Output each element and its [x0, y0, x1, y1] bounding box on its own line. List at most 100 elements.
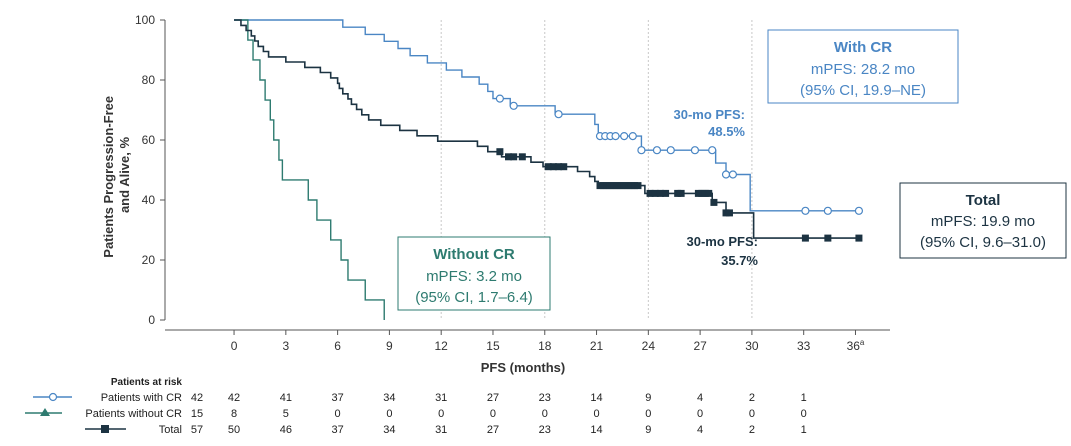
without-cr-annotation: Without CR mPFS: 3.2 mo (95% CI, 1.7–6.4…	[397, 236, 551, 311]
risk-value: 42	[191, 392, 203, 404]
censor-mark-with_cr	[554, 110, 563, 119]
y-axis-title: Patients Progression-Free and Alive, %	[101, 92, 132, 257]
censor-mark-with_cr	[690, 146, 700, 155]
y-tick-label: 20	[142, 253, 156, 267]
risk-value: 9	[645, 424, 651, 436]
x-tick-label: 33	[797, 339, 811, 353]
with-cr-30mo-line-1: 30-mo PFS:	[673, 107, 745, 122]
with-cr-30mo-line-2: 48.5%	[708, 124, 745, 139]
total-30mo-label: 30-mo PFS: 35.7%	[686, 234, 758, 268]
y-tick-label: 60	[142, 133, 156, 147]
x-tick-label: 6	[334, 339, 341, 353]
risk-value: 37	[331, 392, 343, 404]
x-tick-label: 27	[693, 339, 707, 353]
risk-value: 0	[335, 408, 341, 420]
risk-value: 42	[228, 392, 240, 404]
series-line-with_cr	[234, 19, 859, 212]
risk-row-without_cr: Patients without CR 15 8 5 0 0 0 0 0 0 0 0 0 0	[25, 408, 807, 420]
total-box-ci: (95% CI, 9.6–31.0)	[920, 234, 1046, 251]
risk-value: 27	[487, 392, 499, 404]
risk-value: 0	[801, 408, 807, 420]
tick-labels: 0 20 40 60 80 100 0 3 6 9 12 15 18 21 24 27 30 33 36a	[135, 13, 865, 353]
total-box-median: mPFS: 19.9 mo	[931, 213, 1035, 230]
risk-value: 27	[487, 424, 499, 436]
with-cr-30mo-label: 30-mo PFS: 48.5%	[673, 107, 745, 139]
censor-mark-with_cr	[652, 146, 662, 155]
x-tick-label: 30	[745, 339, 759, 353]
y-tick-label: 80	[142, 73, 156, 87]
censor-mark-total	[824, 234, 832, 242]
without-cr-box	[397, 236, 551, 311]
risk-value: 23	[539, 392, 551, 404]
risk-value: 5	[283, 408, 289, 420]
x-tick-label: 21	[590, 339, 604, 353]
y-axis-title-line-2: and Alive, %	[117, 137, 132, 214]
risk-value: 1	[801, 424, 807, 436]
risk-value: 41	[280, 392, 292, 404]
censor-mark-total	[505, 153, 513, 161]
risk-value: 0	[542, 408, 548, 420]
censor-mark-with_cr	[620, 132, 629, 141]
x-tick-label: 12	[435, 339, 449, 353]
censor-mark-total	[651, 189, 659, 197]
series-without_cr	[234, 19, 385, 320]
censor-mark-total	[677, 189, 685, 197]
without-cr-box-ci: (95% CI, 1.7–6.4)	[415, 289, 533, 306]
risk-row-total: Total 57 50 46 37 34 31 27 23 14 9 4 2 1	[85, 424, 807, 436]
risk-value: 9	[645, 392, 651, 404]
risk-legend-square-icon	[101, 425, 109, 433]
risk-legend-circle-icon	[48, 392, 58, 402]
censor-mark-total	[801, 234, 809, 242]
risk-value: 57	[191, 424, 203, 436]
risk-value: 31	[435, 424, 447, 436]
censor-mark-with_cr	[801, 206, 810, 215]
censor-mark-total	[560, 163, 568, 171]
risk-value: 0	[749, 408, 755, 420]
x-tick-label: 3	[282, 339, 289, 353]
risk-value: 0	[593, 408, 599, 420]
censor-mark-total	[544, 163, 552, 171]
censor-mark-with_cr	[721, 170, 731, 179]
risk-value: 4	[697, 424, 703, 436]
censor-mark-total	[555, 163, 563, 171]
risk-value: 0	[645, 408, 651, 420]
with-cr-annotation: With CR mPFS: 28.2 mo (95% CI, 19.9–NE)	[767, 29, 959, 104]
risk-value: 0	[386, 408, 392, 420]
with-cr-box-median: mPFS: 28.2 mo	[811, 61, 915, 78]
censor-mark-with_cr	[611, 132, 620, 141]
risk-value: 37	[331, 424, 343, 436]
x-tick-label: 36a	[847, 338, 865, 353]
censor-mark-total	[549, 163, 557, 171]
risk-value: 2	[749, 424, 755, 436]
y-tick-label: 40	[142, 193, 156, 207]
y-tick-label: 100	[135, 13, 155, 27]
censor-mark-total	[510, 153, 518, 161]
risk-legend-triangle-icon	[40, 408, 50, 416]
x-tick-label: 24	[642, 339, 656, 353]
without-cr-box-title: Without CR	[433, 246, 515, 263]
risk-value: 14	[590, 392, 602, 404]
censor-mark-with_cr	[666, 146, 675, 155]
series	[234, 19, 864, 320]
risk-value: 2	[749, 392, 755, 404]
censor-mark-total	[662, 189, 670, 197]
censor-mark-with_cr	[495, 94, 504, 103]
x-tick-superscript: a	[860, 338, 865, 347]
censor-mark-with_cr	[854, 206, 864, 215]
x-tick-label: 18	[538, 339, 552, 353]
x-axis-title: PFS (months)	[481, 360, 566, 375]
x-tick-label: 0	[231, 339, 238, 353]
series-with_cr	[234, 19, 864, 215]
total-annotation: Total mPFS: 19.9 mo (95% CI, 9.6–31.0)	[899, 182, 1067, 259]
censor-mark-total	[656, 189, 664, 197]
censor-mark-total	[710, 198, 718, 206]
total-30mo-line-2: 35.7%	[721, 253, 758, 268]
risk-value: 46	[280, 424, 292, 436]
risk-value: 34	[383, 424, 395, 436]
series-total	[234, 19, 863, 242]
y-tick-label: 0	[148, 313, 155, 327]
censor-mark-with_cr	[823, 206, 832, 215]
y-axis-title-line-1: Patients Progression-Free	[101, 96, 116, 258]
censor-mark-with_cr	[628, 132, 637, 141]
